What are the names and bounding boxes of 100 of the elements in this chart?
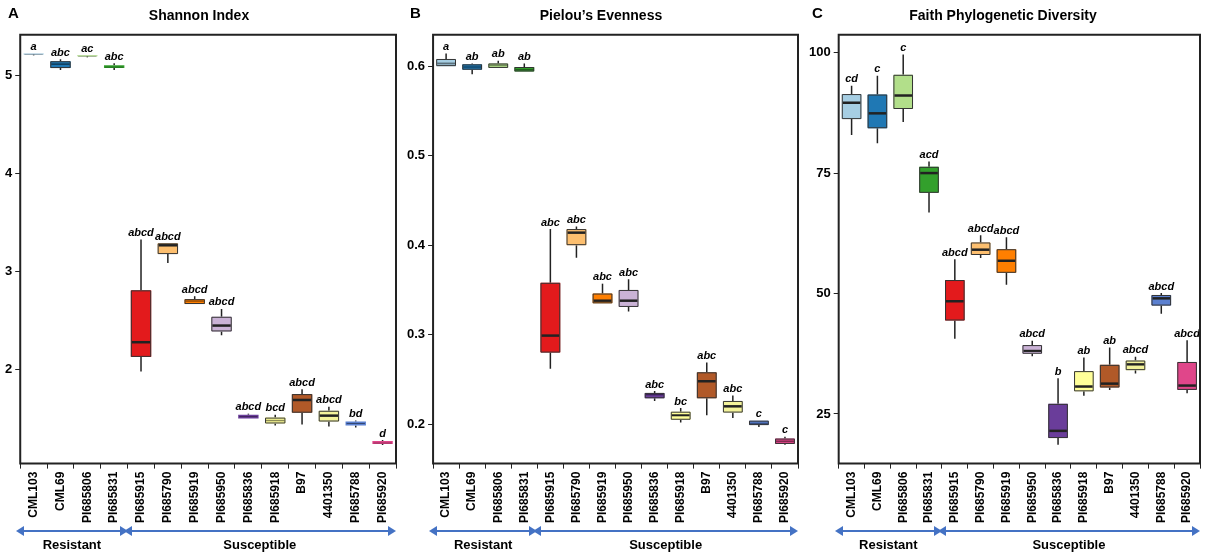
annotation: ab: [1077, 344, 1091, 357]
y-tick-label: 25: [816, 405, 831, 421]
annotation: abcd: [1122, 343, 1149, 356]
annotation: ab: [1103, 334, 1117, 347]
annotation: abc: [723, 382, 743, 395]
annotation: d: [379, 426, 387, 439]
x-tick-label: PI685918: [267, 471, 282, 524]
text: Susceptible: [628, 537, 704, 552]
x-tick-label: PI685918: [1076, 471, 1091, 524]
annotation: bcd: [265, 401, 286, 414]
y-tick-label: 100: [808, 44, 831, 60]
chart-title: Shannon Index: [148, 7, 250, 24]
x-tick-label: PI685920: [1179, 471, 1194, 524]
x-tick-label: PI685806: [490, 471, 505, 524]
y-tick-label: 0.6: [406, 57, 426, 73]
x-tick-label: PI685836: [646, 471, 661, 524]
annotation: abcd: [1174, 326, 1201, 339]
x-tick-label: 4401350: [321, 471, 336, 519]
y-tick-label: 2: [5, 361, 13, 377]
x-tick-label: B97: [294, 471, 309, 494]
text: B: [410, 3, 421, 21]
annotation: abcd: [1148, 279, 1175, 292]
annotation: abcd: [941, 245, 968, 258]
annotation: c: [781, 423, 789, 436]
text: Resistant: [41, 537, 103, 552]
annotation: abc: [619, 265, 639, 278]
text: Resistant: [452, 537, 514, 552]
y-tick-label: 0.4: [406, 236, 426, 252]
y-tick-label: 0.5: [406, 147, 426, 163]
x-tick-label: PI685915: [947, 471, 962, 524]
annotation: abc: [566, 212, 586, 225]
annotation: bd: [349, 407, 363, 420]
x-tick-label: PI685950: [213, 471, 228, 524]
x-tick-label: PI685920: [777, 471, 792, 524]
annotation: abcd: [155, 229, 181, 242]
y-tick-label: 0.3: [406, 326, 426, 342]
x-tick-label: PI685806: [895, 471, 910, 524]
chart-title: Faith Phylogenetic Diversity: [909, 7, 1097, 24]
x-tick-label: B97: [699, 471, 714, 494]
x-tick-label: PI685915: [542, 471, 557, 524]
y-tick-label: 4: [5, 165, 13, 181]
x-tick-label: PI685788: [1153, 471, 1168, 524]
annotation: b: [1054, 364, 1062, 377]
x-tick-label: CML103: [438, 471, 453, 518]
annotation: abc: [645, 377, 665, 390]
x-tick-label: PI685806: [79, 471, 94, 524]
annotation: ab: [517, 49, 531, 62]
annotation: ac: [81, 41, 94, 54]
x-tick-label: CML69: [464, 471, 479, 511]
annotation: abcd: [208, 295, 235, 308]
x-tick-label: PI685831: [921, 471, 936, 524]
annotation: abc: [51, 45, 70, 58]
annotation: c: [900, 41, 907, 54]
x-tick-label: CML103: [843, 471, 858, 518]
x-tick-label: CML103: [25, 471, 40, 518]
x-tick-label: PI685919: [594, 471, 609, 524]
annotation: abc: [697, 348, 717, 361]
annotation: acd: [919, 148, 939, 161]
y-tick-label: 3: [5, 263, 13, 279]
x-tick-label: 4401350: [725, 471, 740, 519]
annotation: a: [30, 39, 37, 52]
annotation: abc: [104, 49, 124, 62]
annotation: abcd: [967, 221, 994, 234]
annotation: abcd: [181, 282, 208, 295]
annotation: abc: [540, 215, 560, 228]
annotation: c: [874, 62, 881, 75]
x-tick-label: CML69: [52, 471, 67, 511]
x-tick-label: CML69: [869, 471, 884, 511]
x-tick-label: PI685831: [106, 471, 121, 524]
annotation: abcd: [128, 225, 155, 238]
x-tick-label: PI685788: [348, 471, 363, 524]
x-tick-label: 4401350: [1127, 471, 1142, 519]
x-tick-label: PI685918: [673, 471, 688, 524]
annotation: abc: [593, 270, 612, 283]
text: A: [8, 3, 19, 21]
x-tick-label: PI685790: [972, 471, 987, 524]
x-tick-label: PI685831: [516, 471, 531, 524]
x-tick-label: PI685920: [374, 471, 389, 524]
text: Susceptible: [1031, 537, 1107, 552]
y-tick-label: 50: [816, 285, 831, 301]
annotation: abcd: [289, 375, 316, 388]
chart-title: Pielou’s Evenness: [539, 7, 663, 24]
y-tick-label: 0.2: [406, 415, 426, 431]
annotation: cd: [845, 72, 859, 85]
annotation: abcd: [316, 393, 343, 406]
y-tick-label: 5: [5, 67, 13, 83]
annotation: abcd: [993, 223, 1020, 236]
annotation: ab: [465, 49, 479, 62]
text: Susceptible: [222, 537, 298, 552]
x-tick-label: PI685836: [1050, 471, 1065, 524]
text: Resistant: [858, 537, 919, 552]
annotation: abcd: [1019, 327, 1046, 340]
x-tick-label: PI685915: [133, 471, 148, 524]
annotation: a: [443, 40, 450, 53]
x-tick-label: B97: [1101, 471, 1116, 494]
annotation: ab: [491, 47, 505, 60]
text: C: [812, 3, 823, 21]
annotation: bc: [674, 394, 688, 407]
x-tick-label: PI685919: [187, 471, 202, 524]
x-tick-label: PI685788: [751, 471, 766, 524]
